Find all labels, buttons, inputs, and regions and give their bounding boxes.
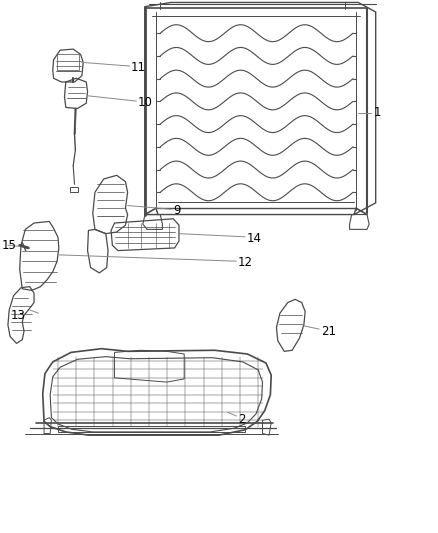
Text: 2: 2 <box>238 413 246 426</box>
Text: 14: 14 <box>247 232 262 245</box>
Text: 11: 11 <box>131 61 146 74</box>
Text: 10: 10 <box>138 95 153 109</box>
Text: 13: 13 <box>11 309 26 322</box>
Text: 1: 1 <box>374 106 381 119</box>
Text: 21: 21 <box>321 325 336 338</box>
Text: 9: 9 <box>173 204 180 217</box>
Text: 15: 15 <box>1 239 16 252</box>
Text: 12: 12 <box>238 256 253 269</box>
